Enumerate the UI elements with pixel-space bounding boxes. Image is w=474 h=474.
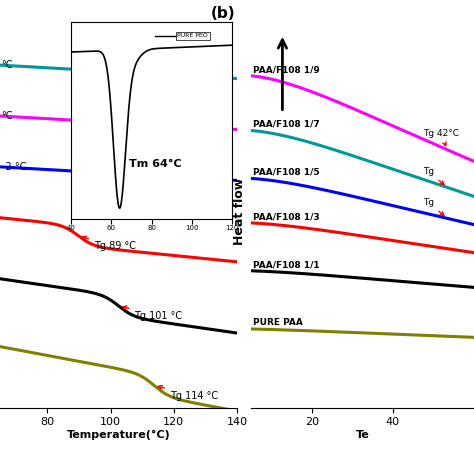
Text: -2 °C: -2 °C	[1, 162, 26, 172]
Text: PAA/F108 1/5: PAA/F108 1/5	[253, 168, 320, 177]
Text: PAA/F108 1/1: PAA/F108 1/1	[253, 260, 320, 269]
Text: PURE PAA: PURE PAA	[253, 318, 303, 327]
Text: °C: °C	[1, 111, 13, 121]
Y-axis label: Heat flow: Heat flow	[233, 177, 246, 245]
Text: PAA/F108 1/3: PAA/F108 1/3	[253, 212, 320, 221]
Text: Tg: Tg	[423, 167, 444, 185]
Text: (b): (b)	[211, 6, 236, 21]
Text: PAA/F108 1/9: PAA/F108 1/9	[253, 65, 320, 74]
Text: Tg 101 °C: Tg 101 °C	[123, 306, 182, 321]
X-axis label: Temperature(°C): Temperature(°C)	[67, 430, 170, 440]
Text: Tg 42°C: Tg 42°C	[423, 129, 459, 146]
Text: °C: °C	[1, 60, 13, 70]
Text: Tg 114 °C: Tg 114 °C	[158, 385, 218, 401]
Text: PAA/F108 1/7: PAA/F108 1/7	[253, 120, 320, 129]
Text: Tg: Tg	[423, 198, 444, 216]
Text: Tg 89 °C: Tg 89 °C	[82, 236, 136, 251]
X-axis label: Te: Te	[356, 430, 370, 440]
